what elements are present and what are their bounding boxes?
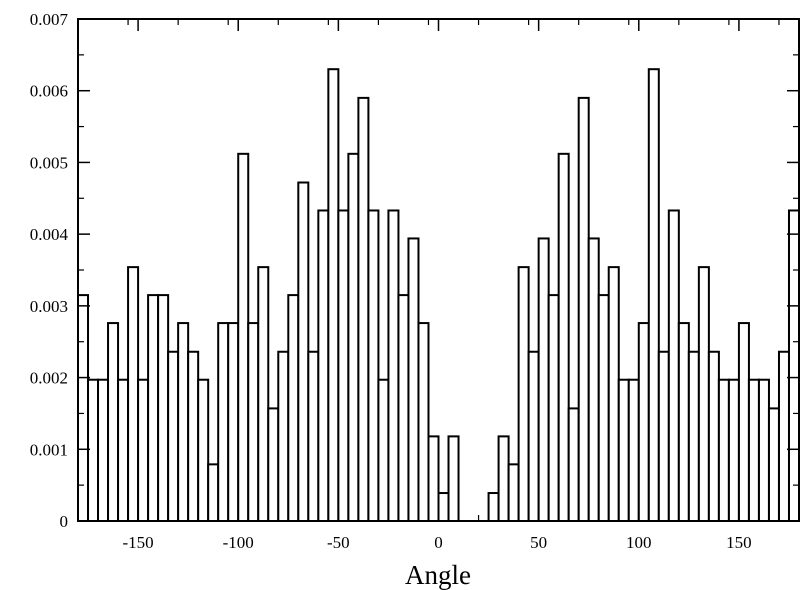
histogram-bar: [187, 350, 200, 522]
histogram-bar: [417, 322, 430, 522]
y-tick-label: 0.002: [30, 369, 68, 388]
histogram-bar: [727, 378, 740, 523]
x-tick-label: 50: [530, 533, 547, 552]
histogram-bar: [597, 294, 610, 522]
histogram-bar: [667, 209, 680, 522]
histogram-bar: [307, 350, 320, 522]
histogram-bar: [717, 378, 730, 523]
histogram-bar: [297, 181, 310, 522]
histogram-bar: [527, 350, 540, 522]
histogram-bar: [117, 378, 130, 523]
histogram-bar: [677, 322, 690, 522]
histogram-bar: [317, 209, 330, 522]
histogram-bar: [507, 463, 520, 522]
histogram-bar: [277, 350, 290, 522]
histogram-bar: [487, 492, 500, 523]
histogram-bar: [347, 152, 360, 523]
histogram-bar: [137, 378, 150, 523]
histogram-bar: [337, 209, 350, 522]
histogram-bar: [237, 152, 250, 523]
histogram-bar: [607, 266, 620, 523]
histogram-bar: [267, 407, 280, 522]
histogram-bar: [547, 294, 560, 522]
x-tick-label: 100: [626, 533, 652, 552]
histogram-bar: [387, 209, 400, 522]
histogram-bar: [637, 322, 650, 522]
histogram-bar: [787, 209, 800, 522]
y-tick-label: 0.006: [30, 82, 68, 101]
y-tick-label: 0.005: [30, 153, 68, 172]
x-tick-label: -100: [223, 533, 254, 552]
x-tick-label: -150: [122, 533, 153, 552]
y-tick-label: 0.007: [30, 10, 69, 29]
ticks-group: -150 -100 -50 0 50 100 150 0 0.001 0.002 0.003 0.00…: [30, 10, 799, 552]
histogram-bar: [517, 266, 530, 523]
histogram-bar: [407, 237, 420, 522]
x-tick-label: 0: [434, 533, 443, 552]
histogram-bar: [587, 237, 600, 522]
histogram-bar: [437, 492, 450, 523]
histogram-bar: [327, 68, 340, 522]
histogram-bar: [747, 378, 760, 523]
histogram-bar: [357, 96, 370, 522]
histogram-bar: [537, 237, 550, 522]
histogram-bar: [497, 435, 510, 522]
y-tick-label: 0.003: [30, 297, 68, 316]
histogram-bar: [77, 294, 90, 522]
histogram-bar: [697, 266, 710, 523]
histogram-bar: [687, 350, 700, 522]
y-tick-label: 0: [60, 512, 69, 531]
histogram-bar: [707, 350, 720, 522]
x-axis-label: Angle: [405, 560, 471, 590]
histogram-bar: [87, 378, 100, 523]
histogram-bar: [647, 68, 660, 522]
histogram-bar: [157, 294, 170, 522]
histogram-bar: [567, 407, 580, 522]
histogram-bar: [127, 266, 140, 523]
histogram-bar: [737, 322, 750, 522]
histogram-bar: [377, 378, 390, 523]
histogram-bar: [447, 435, 460, 522]
histogram-bar: [197, 378, 210, 523]
y-tick-label: 0.004: [30, 225, 69, 244]
histogram-bar: [427, 435, 440, 522]
histogram-bar: [287, 294, 300, 522]
histogram-bar: [617, 378, 630, 523]
histogram-bar: [767, 407, 780, 522]
histogram-bar: [577, 96, 590, 522]
histogram-bar: [177, 322, 190, 522]
histogram-bar: [627, 378, 640, 523]
histogram-bar: [167, 350, 180, 522]
histogram-bar: [207, 463, 220, 522]
histogram-bar: [97, 378, 110, 523]
y-tick-label: 0.001: [30, 440, 68, 459]
histogram-bar: [227, 322, 240, 522]
histogram-bar: [107, 322, 120, 522]
histogram-bar: [247, 322, 260, 522]
histogram-bar: [557, 152, 570, 523]
x-tick-label: -50: [327, 533, 350, 552]
histogram-bar: [147, 294, 160, 522]
x-tick-label: 150: [726, 533, 752, 552]
histogram-bar: [397, 294, 410, 522]
histogram-bar: [257, 266, 270, 523]
plot-frame: [77, 18, 800, 522]
histogram-bar: [217, 322, 230, 522]
histogram-bar: [367, 209, 380, 522]
histogram-bar: [657, 350, 670, 522]
histogram-bar: [757, 378, 770, 523]
